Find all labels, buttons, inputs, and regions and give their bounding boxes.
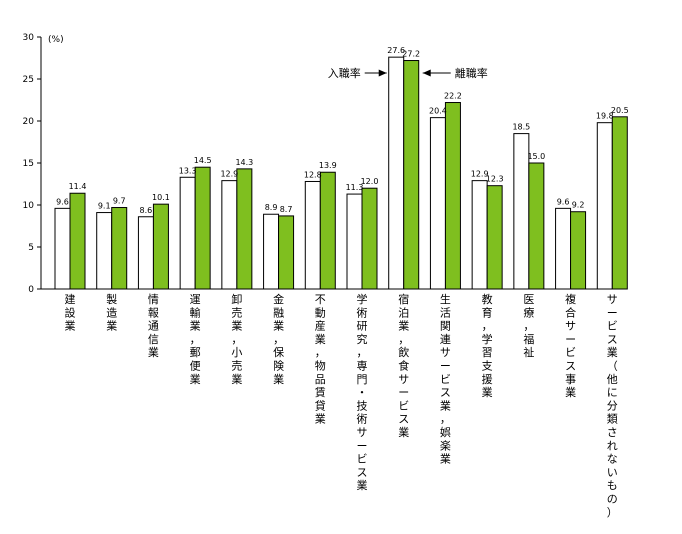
bar-separation-5: [278, 215, 295, 290]
category-label-13: サービス業（他に分類されないもの）: [607, 293, 618, 519]
category-label-11: 医療，福祉: [523, 293, 534, 359]
data-label-hire-11: 18.5: [512, 123, 530, 132]
data-label-separation-8: 27.2: [402, 50, 420, 59]
bar-hire-1: [96, 212, 113, 290]
bar-separation-13: [611, 116, 628, 290]
data-label-hire-3: 13.3: [179, 166, 197, 175]
data-label-hire-1: 9.1: [98, 202, 111, 211]
category-label-3: 運輸業，郵便業: [190, 293, 201, 386]
data-label-separation-6: 13.9: [319, 161, 337, 170]
data-label-separation-5: 8.7: [280, 205, 293, 214]
data-label-hire-8: 27.6: [387, 46, 405, 55]
annotation-label-1: 離職率: [455, 66, 488, 80]
bar-separation-6: [319, 171, 336, 290]
bar-separation-12: [570, 211, 587, 290]
bar-separation-10: [486, 185, 503, 290]
data-label-separation-3: 14.5: [194, 156, 212, 165]
data-label-hire-13: 19.8: [596, 112, 614, 121]
bar-hire-12: [555, 207, 572, 290]
bar-hire-4: [221, 180, 238, 290]
data-label-separation-12: 9.2: [572, 201, 585, 210]
data-label-hire-12: 9.6: [557, 197, 570, 206]
annotation-arrow-head-1: [422, 69, 431, 77]
data-label-separation-2: 10.1: [152, 193, 170, 202]
y-tick-label: 20: [23, 117, 35, 127]
data-label-hire-2: 8.6: [140, 206, 153, 215]
category-label-8: 宿泊業，飲食サービス業: [398, 292, 409, 439]
category-label-7: 学術研究，専門・技術サービス業: [357, 292, 368, 492]
category-label-12: 複合サービス事業: [565, 292, 576, 399]
bar-hire-6: [304, 180, 321, 290]
y-tick-label: 15: [23, 159, 34, 169]
bar-hire-10: [471, 180, 488, 290]
category-label-9: 生活関連サービス業，娯楽業: [440, 292, 451, 466]
data-label-hire-9: 20.4: [429, 107, 447, 116]
category-label-10: 教育，学習支援業: [482, 293, 493, 399]
y-tick-label: 30: [23, 33, 35, 43]
y-tick-label: 0: [28, 285, 34, 295]
bar-separation-0: [69, 192, 86, 290]
data-label-separation-0: 11.4: [69, 182, 87, 191]
category-label-4: 卸売業，小売業: [231, 292, 242, 386]
data-label-hire-4: 12.9: [220, 170, 238, 179]
bar-hire-8: [388, 56, 405, 290]
data-label-separation-9: 22.2: [444, 92, 462, 101]
category-label-5: 金融業，保険業: [273, 292, 284, 386]
bar-hire-9: [429, 117, 446, 290]
bar-separation-4: [236, 168, 253, 290]
data-label-hire-0: 9.6: [56, 197, 69, 206]
y-tick-label: 25: [23, 75, 34, 85]
bar-hire-2: [137, 216, 154, 290]
bar-hire-0: [54, 207, 71, 290]
bar-separation-9: [444, 102, 461, 290]
bar-separation-1: [111, 207, 128, 290]
category-label-2: 情報通信業: [148, 293, 159, 359]
y-tick-label: 10: [23, 201, 35, 211]
bar-hire-13: [596, 122, 613, 290]
bar-hire-3: [179, 176, 196, 290]
bar-separation-11: [528, 162, 545, 290]
data-label-hire-6: 12.8: [304, 170, 322, 179]
category-label-6: 不動産業，物品賃貸業: [315, 293, 326, 426]
annotation-label-0: 入職率: [328, 66, 361, 80]
bar-separation-3: [194, 166, 211, 290]
category-label-1: 製造業: [106, 292, 117, 333]
data-label-separation-11: 15.0: [527, 152, 545, 161]
bar-separation-7: [361, 187, 378, 290]
data-label-separation-4: 14.3: [235, 158, 253, 167]
bar-separation-2: [152, 203, 169, 290]
bar-separation-8: [403, 60, 420, 290]
data-label-separation-1: 9.7: [113, 197, 126, 206]
data-label-hire-5: 8.9: [265, 203, 278, 212]
data-label-separation-13: 20.5: [611, 106, 629, 115]
y-tick-label: 5: [28, 243, 34, 253]
data-label-separation-10: 12.3: [486, 175, 504, 184]
y-unit-label: (%): [48, 35, 64, 45]
data-label-separation-7: 12.0: [361, 177, 379, 186]
bar-hire-5: [263, 213, 280, 290]
bar-hire-7: [346, 193, 363, 290]
annotation-arrow-head-0: [378, 69, 387, 77]
category-label-0: 建設業: [65, 292, 76, 333]
data-label-hire-7: 11.3: [346, 183, 364, 192]
data-label-hire-10: 12.9: [471, 170, 489, 179]
